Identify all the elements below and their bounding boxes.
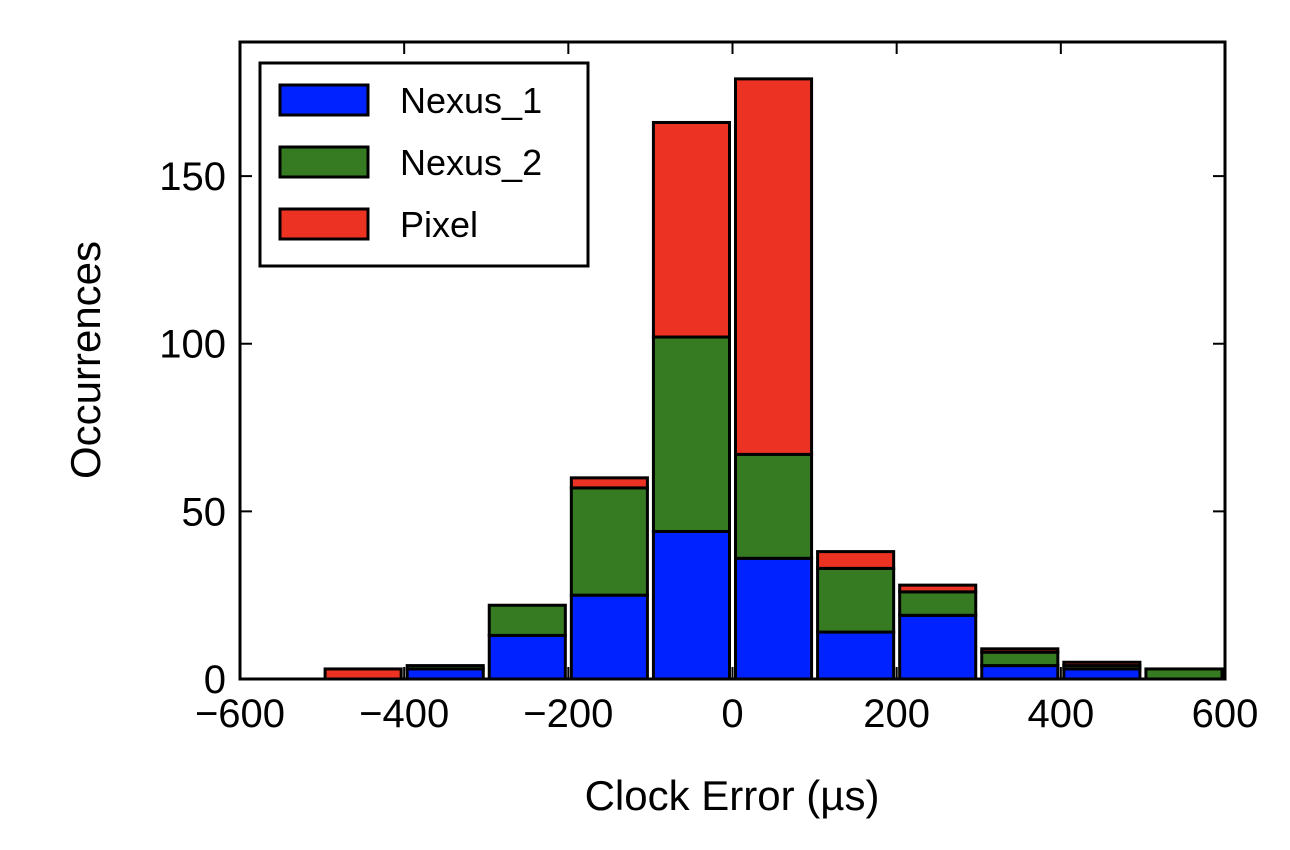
x-tick-label-3: 0	[721, 692, 743, 736]
bar-nexus-1-bin-6	[734, 556, 814, 681]
bar-nexus-1-bin-5	[651, 529, 732, 681]
bar-nexus-2-bin-4	[569, 486, 649, 597]
legend-swatch-nexus-2	[278, 145, 370, 179]
x-tick-label-4: 200	[863, 692, 930, 736]
bar-nexus-2-bin-8	[898, 590, 978, 617]
legend: Nexus_1 Nexus_2 Pixel	[258, 61, 590, 268]
bar-nexus-1-bin-4	[569, 593, 649, 681]
legend-label-nexus-2: Nexus_2	[400, 142, 542, 183]
bar-nexus-1-bin-8	[898, 613, 978, 681]
bar-nexus-2-bin-7	[816, 566, 896, 634]
x-tick-label-1: −400	[359, 692, 449, 736]
bar-pixel-bin-5	[651, 120, 732, 339]
y-tick-label-1: 50	[182, 490, 227, 534]
bars-layer	[323, 77, 1224, 681]
y-axis-label: Occurrences	[62, 241, 109, 479]
legend-swatch-pixel	[278, 207, 370, 241]
bar-pixel-bin-9	[980, 647, 1060, 654]
bar-nexus-2-bin-2	[405, 664, 485, 671]
bar-nexus-2-bin-6	[734, 452, 814, 560]
y-tick-label-0: 0	[204, 658, 226, 702]
x-tick-label-2: −200	[523, 692, 613, 736]
legend-swatch-nexus-1	[278, 83, 370, 117]
legend-label-pixel: Pixel	[400, 204, 478, 245]
bar-pixel-bin-8	[898, 583, 978, 594]
legend-label-nexus-1: Nexus_1	[400, 80, 542, 121]
bar-nexus-2-bin-5	[651, 335, 732, 533]
bar-pixel-bin-6	[734, 77, 814, 456]
ticks-layer: −600 −400 −200 0 200 400 600 0 50 100 150	[159, 42, 1258, 736]
bar-nexus-2-bin-3	[487, 603, 567, 637]
bar-nexus-1-bin-2	[405, 667, 485, 681]
bar-pixel-bin-4	[569, 476, 649, 490]
bar-pixel-bin-10	[1062, 660, 1142, 668]
x-tick-label-5: 400	[1027, 692, 1094, 736]
bar-pixel-bin-1	[323, 667, 403, 681]
x-tick-label-6: 600	[1192, 692, 1259, 736]
bar-nexus-1-bin-10	[1062, 667, 1142, 681]
bar-nexus-1-bin-7	[816, 630, 896, 681]
bar-nexus-1-bin-3	[487, 633, 567, 681]
bar-nexus-2-bin-9	[980, 650, 1060, 668]
bar-nexus-1-bin-9	[980, 664, 1060, 681]
bar-pixel-bin-7	[816, 550, 896, 570]
bar-nexus-2-bin-11	[1144, 667, 1224, 681]
y-tick-label-3: 150	[159, 155, 226, 199]
y-tick-label-2: 100	[159, 323, 226, 367]
x-tick-label-0: −600	[195, 692, 285, 736]
x-axis-label: Clock Error (µs)	[585, 772, 880, 819]
